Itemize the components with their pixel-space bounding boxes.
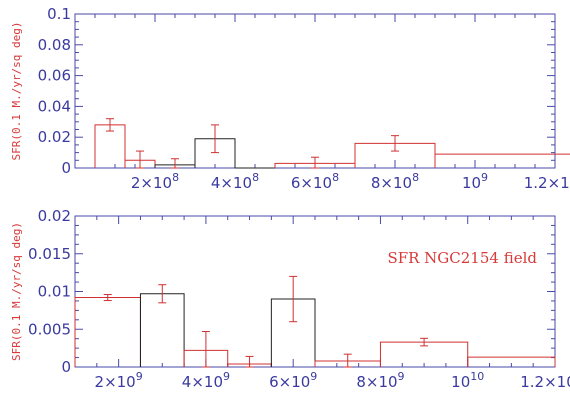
y-tick-label: 0.005 [28,320,71,338]
x-tick-label: 109 [462,171,488,192]
histogram-bin [467,356,556,367]
x-tick-label: 2×109 [95,370,143,391]
x-tick-label: 6×108 [291,171,339,192]
y-tick-label: 0.04 [38,97,71,115]
y-tick-label: 0.1 [47,5,71,23]
histogram-bin [434,153,570,168]
x-tick-label: 4×109 [182,370,230,391]
y-tick-label: 0.02 [38,128,71,146]
histogram-bin [74,297,141,367]
y-tick-label: 0 [61,358,71,376]
y-tick-label: 0.015 [28,245,71,263]
chart-annotation: SFR NGC2154 field [387,249,537,267]
x-tick-label: 2×108 [131,171,179,192]
y-tick-label: 0.02 [38,207,71,225]
x-tick-label: 1.2×109 [524,171,570,192]
histogram-bin [139,293,185,367]
x-tick-label: 6×109 [269,370,317,391]
x-tick-label: 1010 [451,370,484,391]
x-tick-label: 8×108 [371,171,419,192]
y-axis-label: SFR(0.1 M./yr/sq deg) [10,21,23,160]
x-tick-label: 8×109 [356,370,404,391]
plot-frame [74,13,556,169]
y-tick-label: 0.01 [38,283,71,301]
y-tick-label: 0.08 [38,36,71,54]
x-tick-label: 4×108 [211,171,259,192]
chart-panel-top: 0 0.02 0.04 0.06 0.08 0.1 2×108 4×108 6×108 8×108… [10,5,570,192]
x-tick-label: 1.2×1010 [520,370,570,391]
chart-panel-bottom: 0 0.005 0.01 0.015 0.02 2×109 4×109 6×109 8×109 1… [10,207,570,391]
y-tick-label: 0.06 [38,67,71,85]
y-axis-label: SFR(0.1 M./yr/sq deg) [10,222,23,361]
y-tick-label: 0 [61,159,71,177]
